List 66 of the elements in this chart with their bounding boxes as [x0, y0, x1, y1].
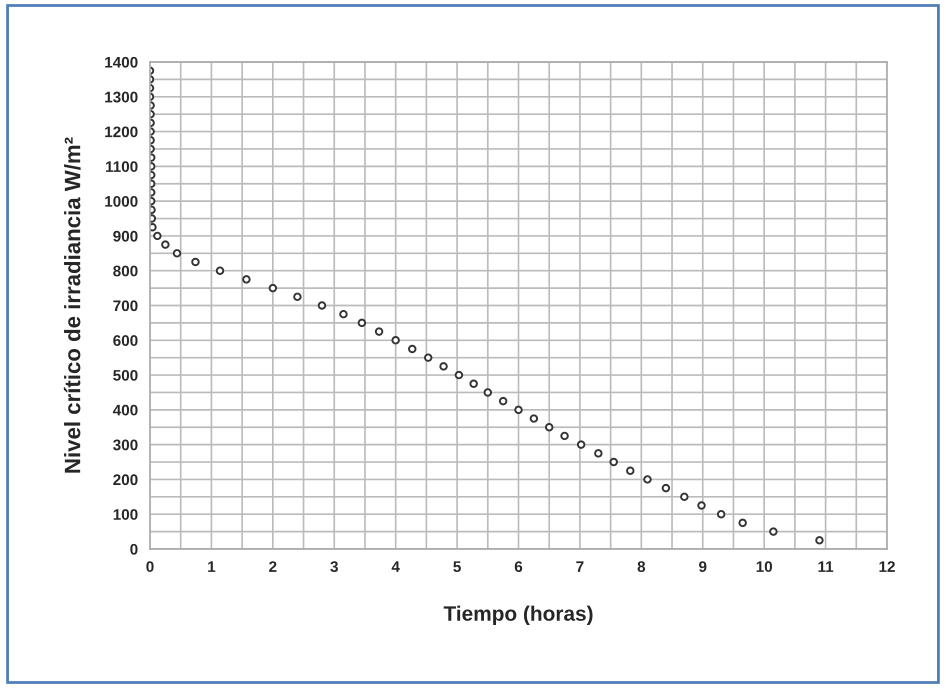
x-tick-label: 5 [453, 561, 461, 572]
point [769, 527, 778, 536]
point [716, 510, 726, 518]
y-tick-label: 1000 [105, 196, 138, 207]
point [738, 518, 747, 528]
x-tick-label: 7 [576, 561, 584, 572]
y-tick-label: 1400 [105, 56, 138, 68]
y-axis-title: Nivel crítico de irradiancia W/m² [64, 137, 81, 473]
point [408, 344, 416, 354]
y-tick-label: 200 [113, 474, 138, 486]
point [391, 336, 400, 345]
x-axis-title: Tiempo (horas) [444, 606, 593, 626]
x-tick-label: 3 [330, 561, 338, 572]
point [594, 449, 603, 458]
point [815, 536, 824, 545]
point [172, 249, 182, 258]
point [498, 396, 508, 406]
point [153, 232, 162, 240]
point [242, 275, 251, 284]
y-tick-label: 400 [112, 404, 138, 416]
y-tick-label: 1300 [105, 92, 138, 102]
point [424, 353, 432, 362]
point [560, 432, 569, 440]
point [643, 475, 652, 484]
x-tick-label: 4 [392, 561, 400, 572]
point [697, 501, 706, 510]
y-tick-label: 500 [113, 370, 138, 381]
y-tick-label: 1200 [105, 126, 138, 138]
point [609, 458, 618, 466]
point [576, 440, 586, 449]
point [268, 284, 278, 292]
point [680, 492, 689, 502]
y-tick-label: 300 [113, 440, 138, 450]
y-tick-label: 700 [113, 300, 138, 312]
x-tick-label: 12 [879, 561, 895, 572]
point [191, 258, 200, 266]
point [216, 266, 224, 275]
point [484, 388, 492, 397]
y-tick-label: 900 [113, 230, 138, 242]
point [662, 484, 670, 492]
x-tick-label: 0 [146, 561, 154, 572]
x-tick-label: 11 [818, 561, 834, 572]
point [161, 240, 170, 249]
x-tick-label: 6 [514, 561, 522, 572]
point [626, 466, 635, 475]
point [514, 406, 523, 414]
point [454, 370, 464, 380]
point [339, 310, 348, 318]
x-tick-label: 8 [638, 561, 646, 572]
x-tick-label: 2 [269, 561, 276, 572]
x-tick-label: 1 [208, 561, 216, 572]
point [469, 380, 478, 388]
y-tick-label: 100 [114, 509, 138, 520]
point [530, 414, 538, 423]
point [318, 301, 326, 310]
point [358, 318, 366, 328]
y-tick-label: 0 [130, 544, 138, 555]
y-tick-label: 1100 [106, 161, 138, 172]
y-tick-label: 800 [113, 266, 138, 276]
y-tick-label: 600 [113, 335, 138, 346]
point [293, 292, 302, 302]
x-tick-label: 9 [699, 561, 706, 572]
x-tick-label: 10 [756, 561, 772, 572]
point [374, 327, 384, 336]
point [544, 423, 554, 432]
point [439, 362, 448, 371]
